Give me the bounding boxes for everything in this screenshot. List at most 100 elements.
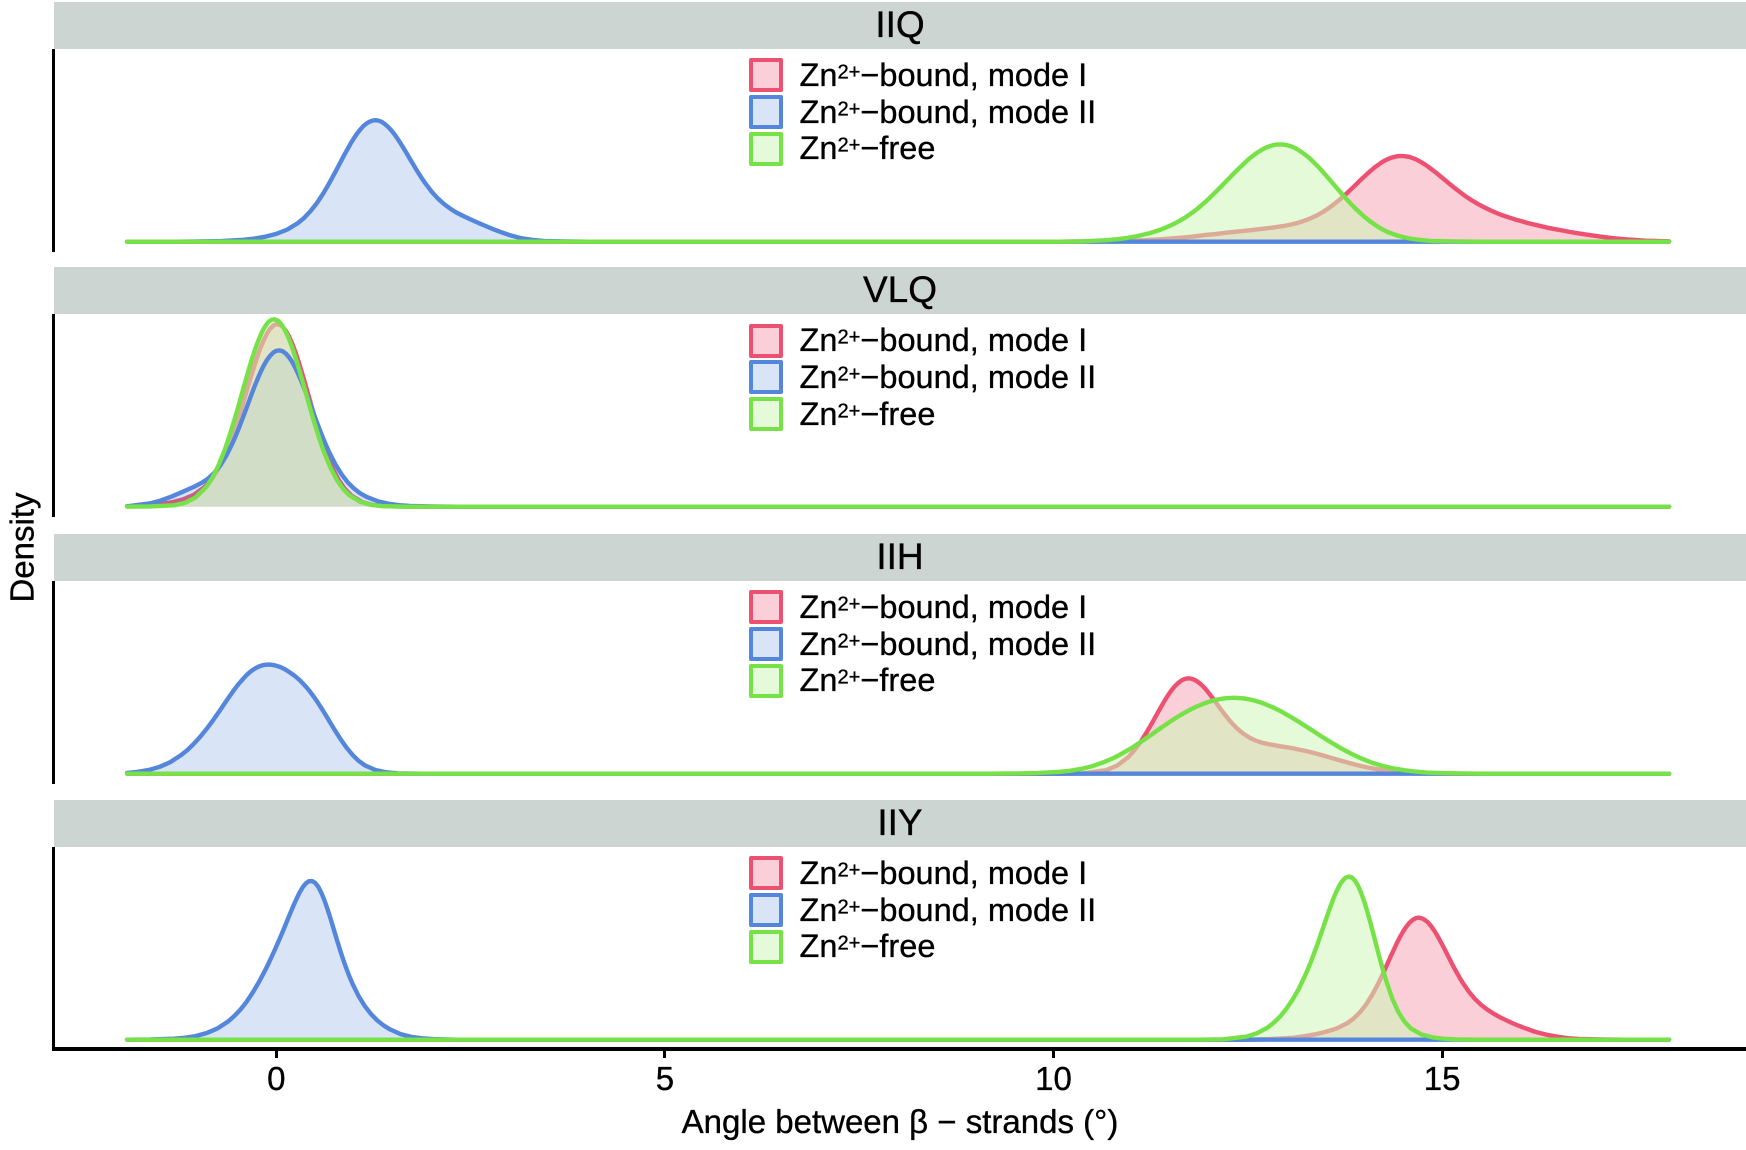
legend-label-superscript: 2+: [837, 97, 861, 120]
legend-item: Zn2+−bound, mode I: [749, 856, 1096, 891]
legend-key-swatch: [749, 856, 783, 890]
legend-label-superscript: 2+: [837, 363, 861, 386]
legend-label-text: −free: [860, 928, 936, 965]
legend: Zn2+−bound, mode I Zn2+−bound, mode II Zn2…: [749, 856, 1096, 966]
facet-strip-label: VLQ: [862, 269, 938, 310]
legend-item-label: Zn2+−bound, mode II: [799, 93, 1097, 130]
x-tick-mark: [1440, 1050, 1444, 1058]
legend-label-text: −free: [860, 662, 936, 699]
density-line-free: [124, 873, 1672, 1042]
facet-strip-label: IIH: [876, 535, 924, 577]
density-fill-mode1: [127, 917, 1670, 1040]
legend-label-superscript: 2+: [837, 629, 861, 652]
legend-item: Zn2+−free: [749, 397, 1096, 432]
legend-key-swatch: [749, 892, 783, 927]
facet-strip-IIQ: IIQ: [54, 1, 1746, 49]
legend-label-text: −bound, mode II: [860, 93, 1097, 130]
legend-item-label: Zn2+−bound, mode I: [799, 56, 1088, 93]
legend-key-swatch: [749, 626, 783, 661]
density-curves-IIQ: [124, 117, 1672, 244]
facet-strip-VLQ: VLQ: [54, 267, 1746, 314]
legend-label-text: −bound, mode I: [860, 854, 1088, 891]
legend-label-superscript: 2+: [837, 593, 861, 616]
facet-strip-label: IIQ: [875, 3, 925, 45]
legend-item: Zn2+−bound, mode II: [749, 626, 1096, 661]
density-fill-mode2: [127, 664, 1670, 774]
density-line-free: [124, 317, 1672, 509]
legend-key-swatch: [749, 929, 783, 964]
legend-item-label: Zn2+−bound, mode I: [799, 322, 1088, 359]
legend-label-superscript: 2+: [837, 666, 861, 689]
legend-item: Zn2+−bound, mode II: [749, 94, 1096, 129]
legend-item: Zn2+−bound, mode II: [749, 360, 1096, 395]
legend-label-text: Zn: [799, 854, 838, 891]
facet-strip-IIH: IIH: [54, 533, 1746, 581]
legend-label-text: Zn: [799, 625, 838, 662]
legend-label-superscript: 2+: [837, 326, 861, 349]
legend-item: Zn2+−free: [749, 929, 1096, 964]
legend-key-swatch: [749, 131, 783, 166]
legend-key-swatch: [749, 590, 783, 624]
legend-item: Zn2+−bound, mode II: [749, 892, 1096, 927]
legend-label-text: Zn: [799, 93, 838, 130]
legend-item-label: Zn2+−bound, mode I: [799, 854, 1088, 891]
legend-key-swatch: [749, 663, 783, 698]
x-tick-label: 15: [1423, 1059, 1461, 1097]
legend-item: Zn2+−bound, mode I: [749, 58, 1096, 93]
density-curves-VLQ: [124, 317, 1672, 509]
y-axis-line: [51, 48, 55, 252]
y-axis-line: [51, 314, 55, 517]
legend-label-superscript: 2+: [837, 859, 861, 882]
density-fill-free: [127, 319, 1670, 507]
density-fill-free: [127, 143, 1670, 242]
density-curves-IIH: [124, 661, 1672, 776]
density-fill-free: [127, 876, 1670, 1040]
legend: Zn2+−bound, mode I Zn2+−bound, mode II Zn2…: [749, 323, 1096, 433]
legend-label-text: Zn: [799, 928, 838, 965]
legend-label-text: −bound, mode II: [860, 625, 1097, 662]
x-tick-mark: [663, 1050, 667, 1058]
legend-label-text: −bound, mode I: [860, 588, 1088, 625]
legend-key-swatch: [749, 397, 783, 432]
facet-panel-IIY: Zn2+−bound, mode I Zn2+−bound, mode II Zn2…: [54, 847, 1746, 1050]
legend-label-text: −bound, mode I: [860, 56, 1088, 93]
legend-label-text: −bound, mode I: [860, 322, 1088, 359]
legend-label-superscript: 2+: [837, 400, 861, 423]
legend-item: Zn2+−free: [749, 663, 1096, 698]
x-tick-mark: [1052, 1050, 1055, 1058]
x-tick-mark: [274, 1050, 278, 1058]
y-axis-title: Density: [3, 492, 41, 603]
density-line-free: [124, 695, 1672, 776]
x-axis-line: [51, 1046, 1746, 1051]
facet-panel-IIQ: Zn2+−bound, mode I Zn2+−bound, mode II Zn2…: [54, 49, 1746, 252]
density-line-mode2: [124, 117, 1672, 244]
legend-label-superscript: 2+: [837, 134, 861, 157]
density-fill-free: [127, 697, 1670, 774]
legend-label-text: Zn: [799, 395, 838, 432]
x-tick-label: 0: [267, 1059, 286, 1097]
legend-item-label: Zn2+−free: [799, 662, 936, 699]
legend-key-swatch: [749, 94, 783, 129]
legend-item-label: Zn2+−bound, mode II: [799, 625, 1097, 662]
legend-label-superscript: 2+: [837, 895, 861, 918]
legend-item: Zn2+−bound, mode I: [749, 590, 1096, 625]
x-tick-label: 10: [1035, 1059, 1072, 1097]
legend-label-text: −free: [860, 130, 936, 167]
y-axis-line: [51, 580, 55, 784]
legend-key-swatch: [749, 323, 783, 358]
legend: Zn2+−bound, mode I Zn2+−bound, mode II Zn2…: [749, 590, 1096, 700]
legend-label-superscript: 2+: [837, 932, 861, 955]
legend-label-text: Zn: [799, 588, 838, 625]
legend-item-label: Zn2+−bound, mode II: [799, 361, 1096, 394]
legend-label-text: −free: [860, 395, 936, 432]
facet-panel-IIH: Zn2+−bound, mode I Zn2+−bound, mode II Zn2…: [54, 581, 1746, 784]
density-line-mode2: [124, 661, 1672, 776]
legend-item-label: Zn2+−bound, mode II: [799, 893, 1096, 927]
x-tick-label: 5: [655, 1059, 675, 1097]
density-line-free: [124, 141, 1672, 244]
legend-label-text: Zn: [799, 322, 838, 359]
legend-item-label: Zn2+−free: [799, 130, 936, 167]
y-axis-line: [51, 846, 55, 1050]
legend: Zn2+−bound, mode I Zn2+−bound, mode II Zn2…: [749, 58, 1096, 168]
